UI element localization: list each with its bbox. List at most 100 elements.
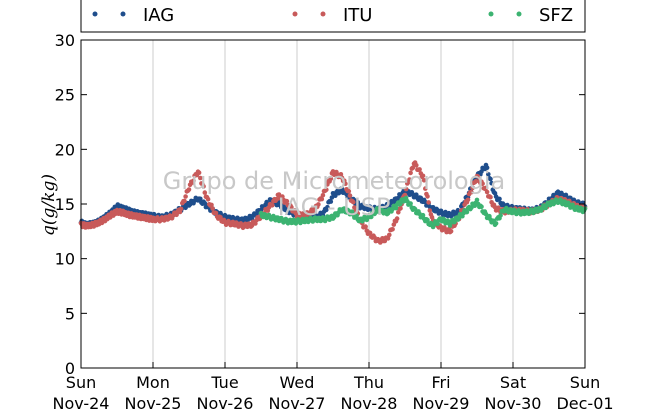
x-tick-day: Mon: [136, 373, 170, 392]
data-point: [408, 170, 413, 176]
data-point: [497, 196, 502, 202]
data-point: [465, 197, 471, 203]
x-tick-date: Nov-27: [269, 394, 326, 409]
data-point: [324, 187, 329, 192]
data-point: [218, 215, 223, 220]
data-point: [425, 194, 430, 199]
data-point: [174, 212, 179, 218]
data-point: [469, 205, 474, 210]
data-point: [311, 209, 317, 215]
data-point: [369, 214, 374, 220]
x-tick-day: Tue: [210, 373, 238, 392]
legend: IAG ITU SFZ: [80, 0, 586, 33]
data-point: [414, 163, 419, 168]
data-point: [178, 206, 184, 212]
data-point: [387, 232, 392, 238]
y-axis-label: q(g/kg): [39, 174, 59, 236]
data-point: [470, 185, 475, 191]
data-point: [410, 165, 416, 170]
data-point: [452, 219, 457, 225]
data-point: [325, 204, 330, 210]
data-point: [418, 195, 424, 201]
data-point: [426, 200, 431, 205]
data-point: [196, 170, 202, 175]
x-tick-day: Thu: [353, 373, 384, 392]
data-point: [393, 205, 399, 211]
data-point: [198, 175, 203, 181]
data-point: [337, 190, 343, 195]
data-point: [270, 203, 275, 208]
data-point: [183, 194, 188, 199]
x-tick-date: Nov-24: [53, 394, 110, 409]
x-tick-date: Nov-25: [125, 394, 182, 409]
data-point: [420, 173, 426, 179]
data-point: [403, 186, 409, 192]
data-point: [489, 180, 494, 186]
data-point: [182, 198, 187, 204]
data-point: [186, 187, 192, 192]
x-tick-date: Nov-29: [413, 394, 470, 409]
x-tick-day: Sun: [570, 373, 600, 392]
legend-entry-iag: IAG: [92, 5, 174, 26]
data-point: [191, 178, 196, 184]
y-tick-label: 30: [55, 31, 75, 50]
data-point: [328, 176, 334, 182]
data-point: [464, 209, 470, 215]
data-point: [202, 190, 208, 195]
data-point: [394, 216, 400, 221]
data-point: [209, 202, 214, 208]
x-tick-date: Nov-30: [485, 394, 542, 409]
x-axis: Sun Nov-24 Mon Nov-25 Tue Nov-26 Wed Nov-27 Thu N…: [53, 362, 614, 409]
legend-label: IAG: [143, 5, 174, 26]
legend-entry-itu: ITU: [292, 5, 372, 26]
y-tick-label: 5: [65, 304, 75, 323]
series-sfz: [258, 195, 588, 230]
data-point: [391, 222, 397, 227]
legend-marker: [92, 11, 98, 17]
data-point: [475, 174, 481, 179]
x-tick-date: Nov-28: [341, 394, 398, 409]
x-tick-day: Sat: [500, 373, 526, 392]
legend-box: [80, 0, 586, 33]
legend-marker: [320, 11, 326, 17]
data-point: [484, 165, 490, 170]
data-point: [328, 199, 334, 204]
data-point: [498, 213, 503, 218]
legend-marker: [120, 11, 126, 17]
data-point: [339, 186, 345, 192]
plot-area: [78, 40, 588, 368]
data-point: [398, 206, 403, 211]
data-point: [398, 201, 403, 207]
watermark-line-1: Grupo de Micrometeorologia: [163, 167, 505, 195]
x-tick-day: Sun: [66, 373, 96, 392]
legend-label: SFZ: [539, 5, 573, 26]
legend-marker: [292, 11, 298, 17]
data-point: [367, 230, 373, 236]
data-point: [316, 202, 321, 207]
data-point: [385, 210, 391, 216]
data-point: [474, 197, 480, 203]
data-point: [407, 177, 412, 182]
data-point: [289, 204, 294, 210]
y-tick-label: 10: [55, 250, 75, 269]
data-point: [484, 189, 490, 195]
data-point: [469, 189, 474, 195]
data-point: [352, 205, 357, 210]
y-tick-label: 15: [55, 195, 75, 214]
data-point: [331, 215, 337, 220]
legend-entry-sfz: SFZ: [488, 5, 573, 26]
data-point: [425, 217, 430, 223]
data-point: [423, 186, 428, 191]
data-point: [320, 193, 326, 198]
y-tick-label: 25: [55, 86, 75, 105]
data-point: [390, 227, 395, 232]
x-tick-day: Fri: [431, 373, 450, 392]
data-point: [427, 208, 433, 213]
data-point: [276, 192, 282, 197]
data-point: [486, 172, 491, 177]
data-point: [408, 201, 413, 206]
data-point: [354, 213, 359, 218]
data-point: [343, 181, 348, 186]
legend-label: ITU: [343, 5, 372, 26]
